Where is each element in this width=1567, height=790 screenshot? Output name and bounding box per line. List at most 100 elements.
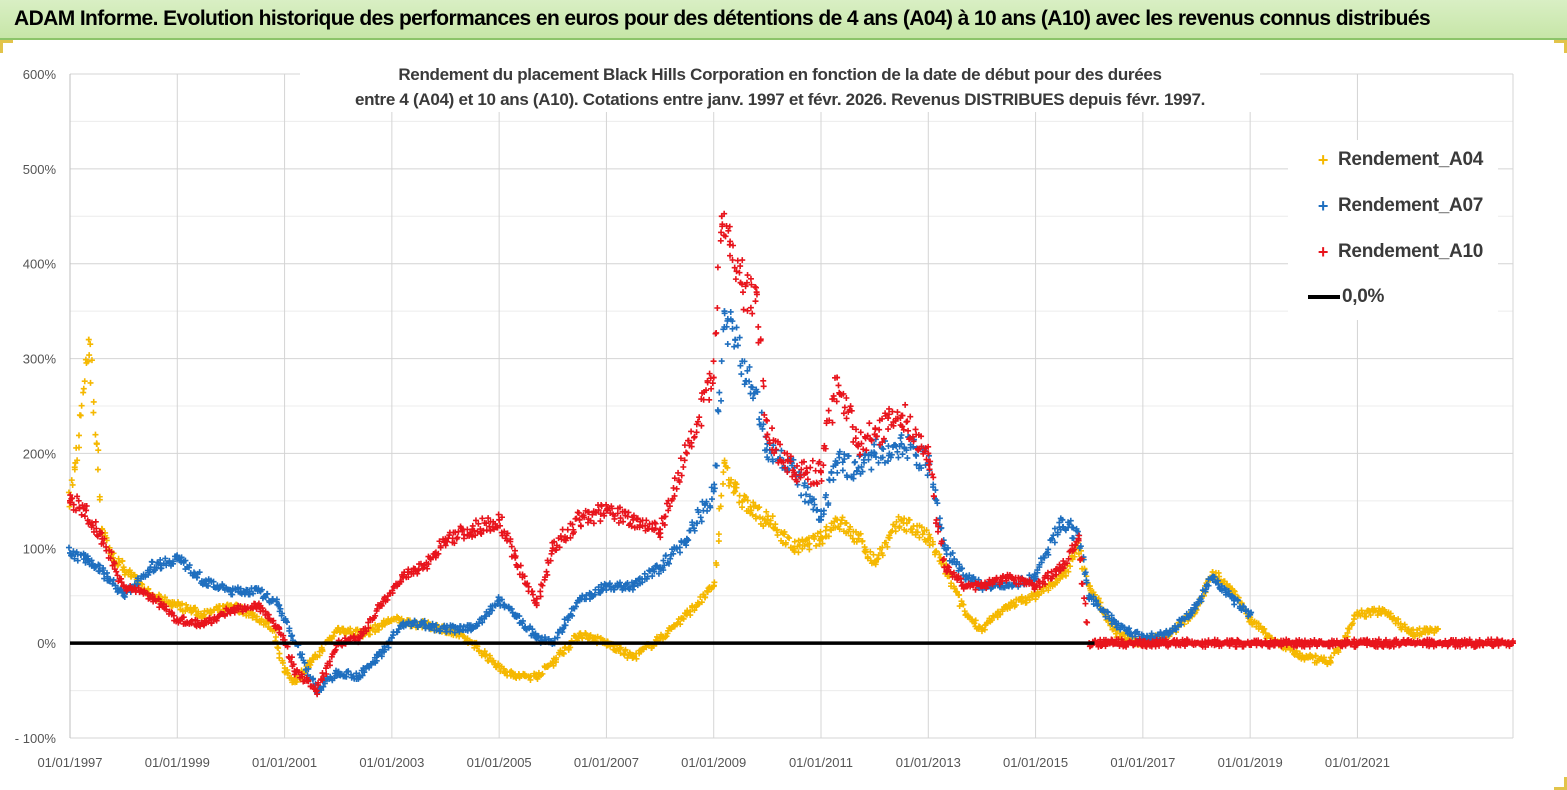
series-layer: [65, 210, 1516, 698]
data-point: [624, 655, 631, 662]
data-point: [899, 451, 906, 458]
data-point: [373, 657, 380, 664]
data-point: [774, 532, 781, 539]
data-point: [959, 565, 966, 572]
data-point: [752, 513, 759, 520]
data-point: [579, 635, 586, 642]
data-point: [1387, 610, 1394, 617]
data-point: [734, 342, 741, 349]
data-point: [907, 413, 914, 420]
data-point: [739, 257, 746, 264]
data-point: [949, 550, 956, 557]
data-point: [804, 484, 811, 491]
legend-marker-a04: +: [1317, 149, 1329, 170]
data-point: [649, 573, 656, 580]
data-point: [926, 542, 933, 549]
data-point: [107, 555, 114, 562]
data-point: [1065, 568, 1072, 575]
data-point: [1193, 602, 1200, 609]
data-point: [716, 505, 723, 512]
data-point: [1059, 516, 1066, 523]
data-point: [77, 412, 84, 419]
legend-marker-a10: +: [1317, 241, 1329, 262]
data-point: [147, 564, 154, 571]
data-point: [714, 305, 721, 312]
data-point: [1363, 613, 1370, 620]
data-point: [926, 531, 933, 538]
data-point: [179, 600, 186, 607]
data-point: [451, 629, 458, 636]
data-point: [201, 578, 208, 585]
data-point: [1205, 576, 1212, 583]
data-point: [98, 529, 105, 536]
data-point: [206, 615, 213, 622]
data-point: [611, 586, 618, 593]
data-point: [519, 620, 526, 627]
data-point: [717, 237, 724, 244]
x-tick-label: 01/01/1997: [37, 755, 102, 770]
data-point: [708, 496, 715, 503]
data-point: [951, 585, 958, 592]
data-point: [857, 530, 864, 537]
banner-title: ADAM Informe. Evolution historique des p…: [14, 7, 1431, 30]
chart-title-line-2: entre 4 (A04) et 10 ans (A10). Cotations…: [354, 90, 1206, 109]
data-point: [825, 533, 832, 540]
data-point: [75, 432, 82, 439]
data-point: [353, 675, 360, 682]
data-point: [742, 494, 749, 501]
data-point: [710, 583, 717, 590]
data-point: [839, 467, 846, 474]
data-point: [111, 560, 118, 567]
data-point: [118, 575, 125, 582]
data-point: [71, 555, 78, 562]
data-point: [736, 334, 743, 341]
data-point: [663, 633, 670, 640]
data-point: [1023, 599, 1030, 606]
data-point: [855, 535, 862, 542]
data-point: [1066, 521, 1073, 528]
data-point: [786, 535, 793, 542]
data-point: [791, 538, 798, 545]
data-point: [759, 425, 766, 432]
data-point: [155, 595, 162, 602]
data-point: [820, 507, 827, 514]
data-point: [250, 590, 257, 597]
data-point: [305, 665, 312, 672]
data-point: [872, 454, 879, 461]
data-point: [809, 457, 816, 464]
data-point: [854, 468, 861, 475]
data-point: [754, 505, 761, 512]
y-tick-label: 300%: [23, 352, 57, 367]
data-point: [871, 450, 878, 457]
data-point: [101, 570, 108, 577]
data-point: [817, 528, 824, 535]
data-point: [805, 534, 812, 541]
data-point: [96, 568, 103, 575]
data-point: [88, 557, 95, 564]
data-point: [888, 451, 895, 458]
data-point: [819, 540, 826, 547]
data-point: [657, 635, 664, 642]
data-point: [319, 670, 326, 677]
data-point: [1262, 630, 1269, 637]
data-point: [811, 501, 818, 508]
data-point: [273, 598, 280, 605]
data-point: [741, 358, 748, 365]
data-point: [859, 538, 866, 545]
data-point: [884, 543, 891, 550]
data-point: [727, 308, 734, 315]
data-point: [87, 379, 94, 386]
data-point: [729, 318, 736, 325]
data-point: [162, 555, 169, 562]
data-point: [893, 518, 900, 525]
data-point: [806, 493, 813, 500]
data-point: [728, 476, 735, 483]
data-point: [155, 560, 162, 567]
legend-item-a10: + Rendement_A10: [1308, 237, 1483, 267]
data-point: [1051, 539, 1058, 546]
data-point: [746, 364, 753, 371]
data-point: [798, 492, 805, 499]
data-point: [335, 668, 342, 675]
data-point: [697, 514, 704, 521]
data-point: [1374, 612, 1381, 619]
